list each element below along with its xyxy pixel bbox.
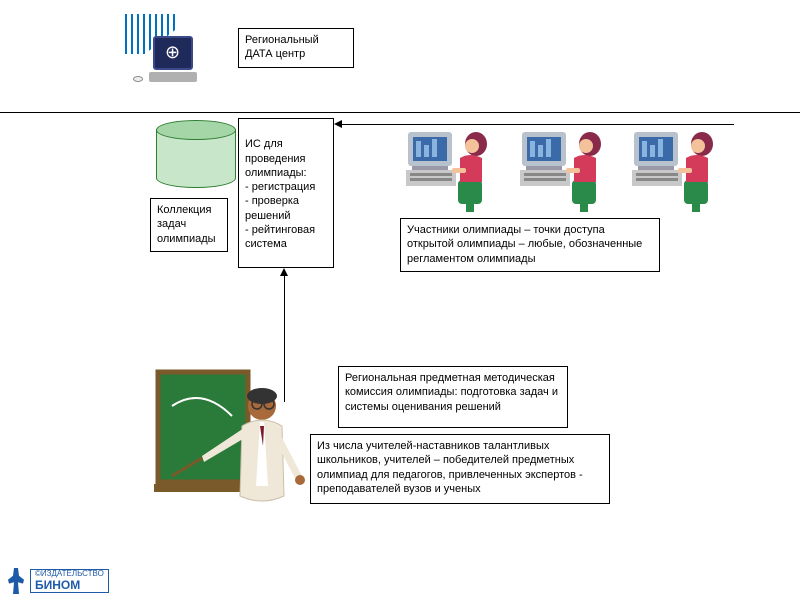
datacenter-box: Региональный ДАТА центр [238,28,354,68]
commission-label: Региональная предметная методическая ком… [345,372,558,413]
datacenter-label: Региональный ДАТА центр [245,34,319,60]
logo-person-icon [6,568,26,594]
divider-line [0,112,800,113]
logo-big: БИНОМ [35,579,104,592]
is-box: ИС для проведения олимпиады: - регистрац… [238,118,334,268]
database-icon [156,120,236,180]
user-at-computer-2 [516,124,616,214]
collection-box: Коллекция задач олимпиады [150,198,228,252]
teacher-icon [152,366,322,536]
teachers-label: Из числа учителей-наставников талантливы… [317,440,583,495]
is-label: ИС для проведения олимпиады: - регистрац… [245,138,315,250]
teachers-box: Из числа учителей-наставников талантливы… [310,434,610,504]
binom-logo: ©ИЗДАТЕЛЬСТВО БИНОМ [6,568,109,594]
arrow-head-up [280,268,288,276]
participants-box: Участники олимпиады – точки доступа откр… [400,218,660,272]
logo-small: ©ИЗДАТЕЛЬСТВО [35,569,104,578]
user-at-computer-1 [402,124,502,214]
collection-label: Коллекция задач олимпиады [157,204,216,245]
user-at-computer-3 [628,124,728,214]
commission-box: Региональная предметная методическая ком… [338,366,568,428]
participants-label: Участники олимпиады – точки доступа откр… [407,224,642,265]
arrow-head-left [334,120,342,128]
